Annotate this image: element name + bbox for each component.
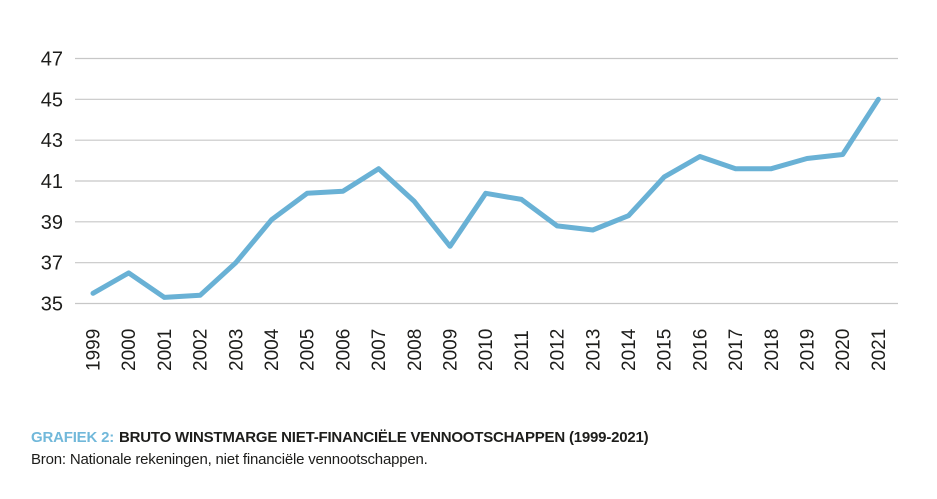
x-axis-tick-label: 2018 <box>762 329 783 371</box>
y-axis-tick-label: 43 <box>41 130 63 152</box>
y-axis-tick-label: 37 <box>41 253 63 275</box>
x-axis-tick-label: 2020 <box>833 329 854 371</box>
figure-caption: GRAFIEK 2: BRUTO WINSTMARGE NIET-FINANCIË… <box>31 427 649 471</box>
x-axis-tick-label: 2014 <box>619 328 640 371</box>
x-axis-tick-label: 2010 <box>476 329 497 371</box>
x-axis-tick-label: 2007 <box>369 329 390 371</box>
x-axis-tick-label: 2002 <box>191 329 212 371</box>
x-axis-tick-label: 1999 <box>84 329 105 371</box>
y-axis-tick-label: 39 <box>41 212 63 234</box>
x-axis-tick-label: 2000 <box>119 329 140 371</box>
x-axis-tick-label: 2012 <box>548 329 569 371</box>
line-chart: 35 37 39 41 43 45 47 1999 2000 2001 2002 2003 2004 20… <box>41 49 898 371</box>
x-axis-tick-label: 2008 <box>405 329 426 371</box>
y-axis-tick-label: 35 <box>41 294 63 316</box>
y-axis-tick-label: 41 <box>41 171 63 193</box>
x-axis-tick-label: 2004 <box>262 328 283 371</box>
y-axis-tick-label: 45 <box>41 89 63 111</box>
x-axis-tick-label: 2013 <box>583 329 604 371</box>
x-axis-tick-label: 2005 <box>298 329 319 371</box>
x-axis-tick-label: 2006 <box>333 329 354 371</box>
caption-title: GRAFIEK 2: BRUTO WINSTMARGE NIET-FINANCIË… <box>31 427 649 449</box>
caption-title-text: BRUTO WINSTMARGE NIET-FINANCIËLE VENNOOT… <box>119 429 649 446</box>
profit-margin-line <box>90 96 881 300</box>
x-axis-tick-label: 2019 <box>798 329 819 371</box>
x-axis-tick-label: 2016 <box>690 329 711 371</box>
x-axis-tick-label: 2021 <box>869 329 890 371</box>
x-axis-tick-label: 2003 <box>226 329 247 371</box>
caption-source: Bron: Nationale rekeningen, niet financi… <box>31 451 428 468</box>
x-axis-tick-label: 2009 <box>441 329 462 371</box>
x-axis-tick-label: 2015 <box>655 329 676 371</box>
x-axis-tick-label: 2011 <box>512 330 533 371</box>
caption-label: GRAFIEK 2: <box>31 429 115 446</box>
x-axis-tick-label: 2001 <box>155 329 176 371</box>
y-axis-tick-label: 47 <box>41 49 63 71</box>
x-axis-tick-label: 2017 <box>726 329 747 371</box>
